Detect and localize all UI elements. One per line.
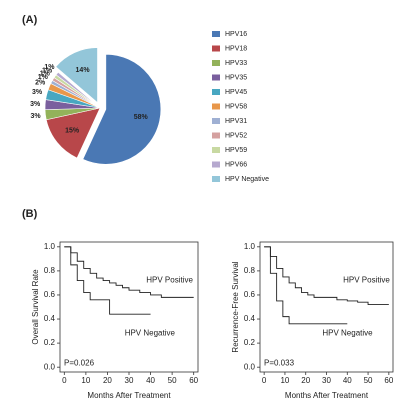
x-tick-label: 10 — [81, 376, 90, 385]
legend-swatch — [212, 60, 220, 66]
slice-label: 14% — [76, 67, 91, 74]
y-tick-label: 0.4 — [244, 314, 256, 323]
curve-label: HPV Negative — [322, 329, 373, 338]
pie-slice — [55, 71, 101, 109]
x-tick-label: 50 — [168, 376, 177, 385]
x-tick-label: 60 — [384, 376, 393, 385]
x-tick-label: 30 — [125, 376, 134, 385]
legend-swatch — [212, 103, 220, 110]
x-tick-label: 0 — [62, 376, 67, 385]
y-tick-label: 0.2 — [244, 338, 256, 347]
legend-label: HPV58 — [225, 103, 247, 110]
pie-slice — [55, 47, 98, 104]
curve-label: HPV Negative — [125, 329, 176, 338]
y-tick-label: 0.8 — [244, 266, 256, 275]
y-tick-label: 0.2 — [44, 338, 56, 347]
legend-label: HPV16 — [225, 31, 247, 38]
legend-label: HPV18 — [225, 45, 247, 52]
survival-curve — [264, 246, 389, 306]
curve-label: HPV Positive — [343, 276, 390, 285]
x-tick-label: 0 — [262, 376, 267, 385]
legend-label: HPV45 — [225, 89, 247, 96]
survival-curve — [64, 246, 151, 315]
y-tick-label: 1.0 — [244, 242, 256, 251]
plot-frame — [259, 241, 394, 373]
slice-label: 58% — [134, 114, 149, 121]
y-tick-label: 0.6 — [44, 290, 56, 299]
legend-label: HPV33 — [225, 60, 247, 67]
x-tick-label: 20 — [301, 376, 310, 385]
y-tick-label: 1.0 — [44, 242, 56, 251]
x-tick-label: 40 — [343, 376, 352, 385]
survival-curve — [64, 246, 194, 298]
legend-swatch — [212, 118, 220, 124]
x-tick-label: 50 — [364, 376, 373, 385]
x-tick-label: 10 — [280, 376, 289, 385]
panel-label: (B) — [22, 208, 38, 220]
annotation: P=0.026 — [64, 359, 95, 368]
y-axis-label: Overall Survival Rate — [31, 269, 40, 345]
slice-label: 2% — [35, 80, 46, 87]
legend-swatch — [212, 31, 220, 37]
slice-label: 1% — [40, 71, 51, 78]
pie-slice — [82, 53, 162, 165]
x-tick-label: 40 — [146, 376, 155, 385]
y-tick-label: 0.4 — [44, 314, 56, 323]
x-tick-label: 30 — [322, 376, 331, 385]
x-axis-label: Months After Treatment — [285, 391, 369, 400]
slice-label: 3% — [32, 89, 43, 96]
y-tick-label: 0.0 — [244, 362, 256, 371]
survival-curve — [264, 246, 348, 325]
slice-label: 3% — [31, 113, 42, 120]
legend-swatch — [212, 161, 220, 168]
legend-swatch — [212, 74, 220, 81]
pie-slice — [45, 107, 101, 159]
legend-label: HPV52 — [225, 132, 247, 139]
y-tick-label: 0.0 — [44, 362, 56, 371]
legend-label: HPV31 — [225, 118, 247, 125]
annotation: P=0.033 — [264, 359, 295, 368]
y-tick-label: 0.6 — [244, 290, 256, 299]
y-axis-label: Recurrence-Free Survival — [231, 261, 240, 352]
x-tick-label: 20 — [103, 376, 112, 385]
legend-swatch — [212, 132, 220, 139]
slice-label: 15% — [65, 127, 80, 134]
slice-label: 3% — [30, 101, 41, 108]
legend-swatch — [212, 45, 220, 52]
legend-swatch — [212, 147, 220, 153]
curve-label: HPV Positive — [146, 276, 193, 285]
slice-label: 1% — [42, 67, 53, 74]
legend-label: HPV59 — [225, 147, 247, 154]
panel-label: (A) — [22, 14, 38, 26]
legend-swatch — [212, 176, 220, 182]
x-axis-label: Months After Treatment — [87, 391, 171, 400]
y-tick-label: 0.8 — [44, 266, 56, 275]
legend-label: HPV66 — [225, 161, 247, 168]
legend-label: HPV35 — [225, 74, 247, 81]
legend-label: HPV Negative — [225, 176, 269, 183]
slice-label: 1% — [38, 74, 49, 81]
legend-swatch — [212, 89, 220, 95]
slice-label: 1% — [44, 64, 55, 71]
x-tick-label: 60 — [189, 376, 198, 385]
